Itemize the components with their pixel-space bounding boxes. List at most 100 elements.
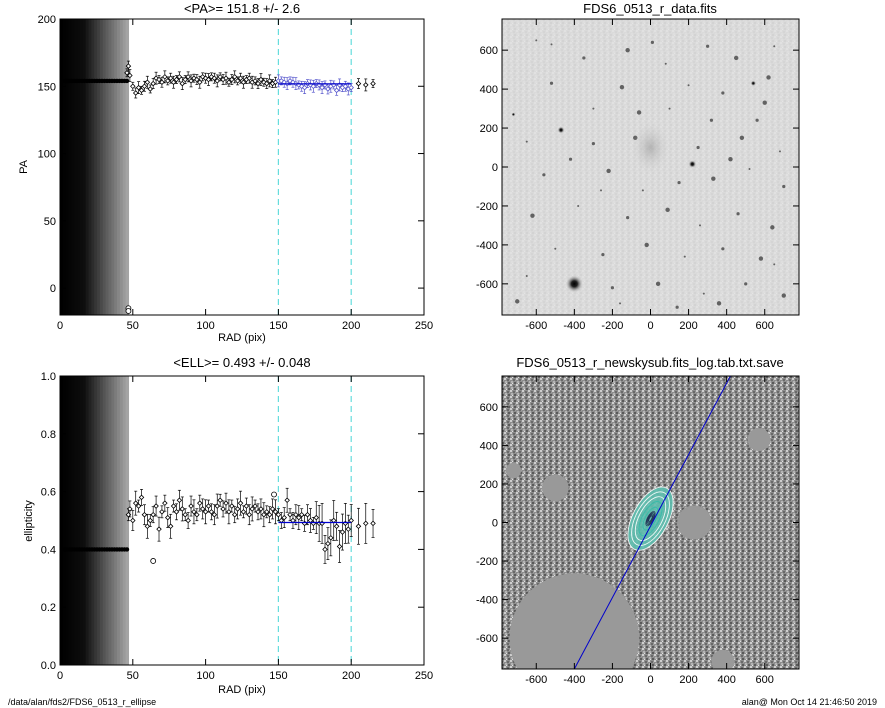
img1-ytick-label: 0 (492, 162, 498, 174)
star-source (702, 292, 705, 295)
img1-ytick-label: -200 (476, 201, 498, 213)
pa-data-point (150, 80, 156, 87)
star-source (619, 84, 625, 90)
pa-data-point (167, 75, 174, 81)
ell-inner-stripe (97, 376, 101, 665)
pa-data-point (246, 75, 253, 81)
inner-contour (647, 514, 654, 523)
star-source (706, 44, 710, 48)
pa-data-point (237, 75, 244, 81)
star-source (542, 173, 546, 177)
ell-inner-stripe (94, 376, 98, 665)
img1-xtick-label: -400 (563, 320, 585, 332)
ell-data-point (147, 517, 154, 524)
star-source (606, 168, 611, 174)
data-image-panel: FDS6_0513_r_data.fits -600 -400 -200 0 200 40… (476, 1, 800, 332)
star-source (766, 75, 771, 80)
star-source (778, 150, 781, 153)
pa-data-point (135, 84, 142, 91)
star-source (683, 255, 686, 258)
pa-inner-stripe (108, 19, 112, 315)
star-source (655, 281, 661, 287)
ell-data-point (194, 511, 200, 518)
ell-data-point (188, 503, 194, 509)
pa-inner-stripe (122, 19, 127, 315)
ell-data-point (197, 500, 203, 506)
ell-data-point (281, 514, 287, 521)
ell-data-point (130, 517, 136, 524)
img2-ytick-label: 0 (492, 518, 498, 530)
img2-xtick-label: -200 (601, 674, 623, 686)
isophote-ellipse (634, 496, 667, 542)
ell-inner-stripe (77, 376, 81, 665)
star-source (525, 140, 528, 143)
ell-data-point (275, 511, 282, 518)
star-source (515, 299, 520, 304)
ell-data-point (138, 494, 145, 501)
ell-inner-stripe (65, 376, 70, 665)
ell-data-point (269, 506, 276, 512)
pa-inner-stripe (102, 19, 107, 315)
ell-data-point (266, 511, 273, 518)
ell-ylabel: ellipticity (23, 500, 35, 542)
pa-data-point (234, 78, 241, 84)
ell-ytick-label: 0.0 (41, 660, 56, 672)
ell-inner-stripe (117, 376, 121, 665)
pa-data-point (170, 79, 177, 86)
pa-data-point (229, 76, 235, 83)
star-source (762, 100, 767, 105)
pa-data-point (124, 70, 130, 76)
pa-data-point (182, 76, 188, 83)
pa-ytick-label: 100 (38, 149, 56, 161)
ell-inner-stripe (79, 376, 84, 665)
mask-region (711, 649, 735, 669)
ell-data-point (293, 511, 299, 518)
img2-ytick-label: -400 (476, 595, 498, 607)
ell-data-point (284, 497, 290, 504)
star-source (601, 253, 605, 257)
star-source (600, 189, 602, 192)
pa-inner-stripe (60, 19, 64, 315)
img2-xtick-label: 0 (647, 674, 653, 686)
mask-region (505, 462, 522, 479)
star-source (758, 256, 764, 261)
pa-data-point (127, 72, 133, 79)
ell-data-point (258, 506, 264, 512)
pa-inner-stripe (99, 19, 104, 315)
star-source (744, 282, 748, 286)
pa-data-point (197, 79, 203, 86)
img2-ytick-label: -600 (476, 633, 498, 645)
ell-data-point (261, 511, 267, 518)
ell-data-point (355, 523, 362, 530)
pa-xtick-label: 200 (342, 320, 360, 332)
ell-data-point (167, 523, 174, 530)
ell-data-point (325, 540, 331, 547)
star-source (728, 157, 733, 162)
star-source (644, 242, 649, 248)
ell-data-point (333, 523, 340, 530)
pa-panel: <PA>= 151.8 +/- 2.6 0 50 100 150 200 250 0 50 10… (18, 1, 433, 344)
data-image-title: FDS6_0513_r_data.fits (583, 1, 717, 16)
inner-contour (648, 515, 653, 522)
img1-xtick-label: 0 (647, 320, 653, 332)
pa-ytick-label: 150 (38, 81, 56, 93)
pa-inner-stripe (79, 19, 84, 315)
pa-data-point (258, 76, 264, 83)
ell-data-point (272, 509, 279, 515)
file-path-label: /data/alan/fds2/FDS6_0513_r_ellipse (8, 697, 157, 707)
ell-xtick-label: 200 (342, 670, 360, 682)
pa-data-point (342, 83, 349, 90)
pa-inner-stripe (105, 19, 110, 315)
ell-outlier-point (150, 558, 157, 564)
img1-ytick-label: 400 (480, 84, 498, 96)
ell-ytick-label: 0.4 (41, 544, 56, 556)
ell-data-point (153, 503, 159, 509)
pa-xtick-label: 0 (57, 320, 63, 332)
star-source (709, 118, 714, 122)
pa-inner-stripe (85, 19, 90, 315)
pa-inner-stripe (68, 19, 73, 315)
isophote-ellipse (638, 501, 663, 537)
img2-ytick-label: -200 (476, 556, 498, 568)
inner-contour (646, 513, 655, 524)
img2-xtick-label: 200 (679, 674, 697, 686)
